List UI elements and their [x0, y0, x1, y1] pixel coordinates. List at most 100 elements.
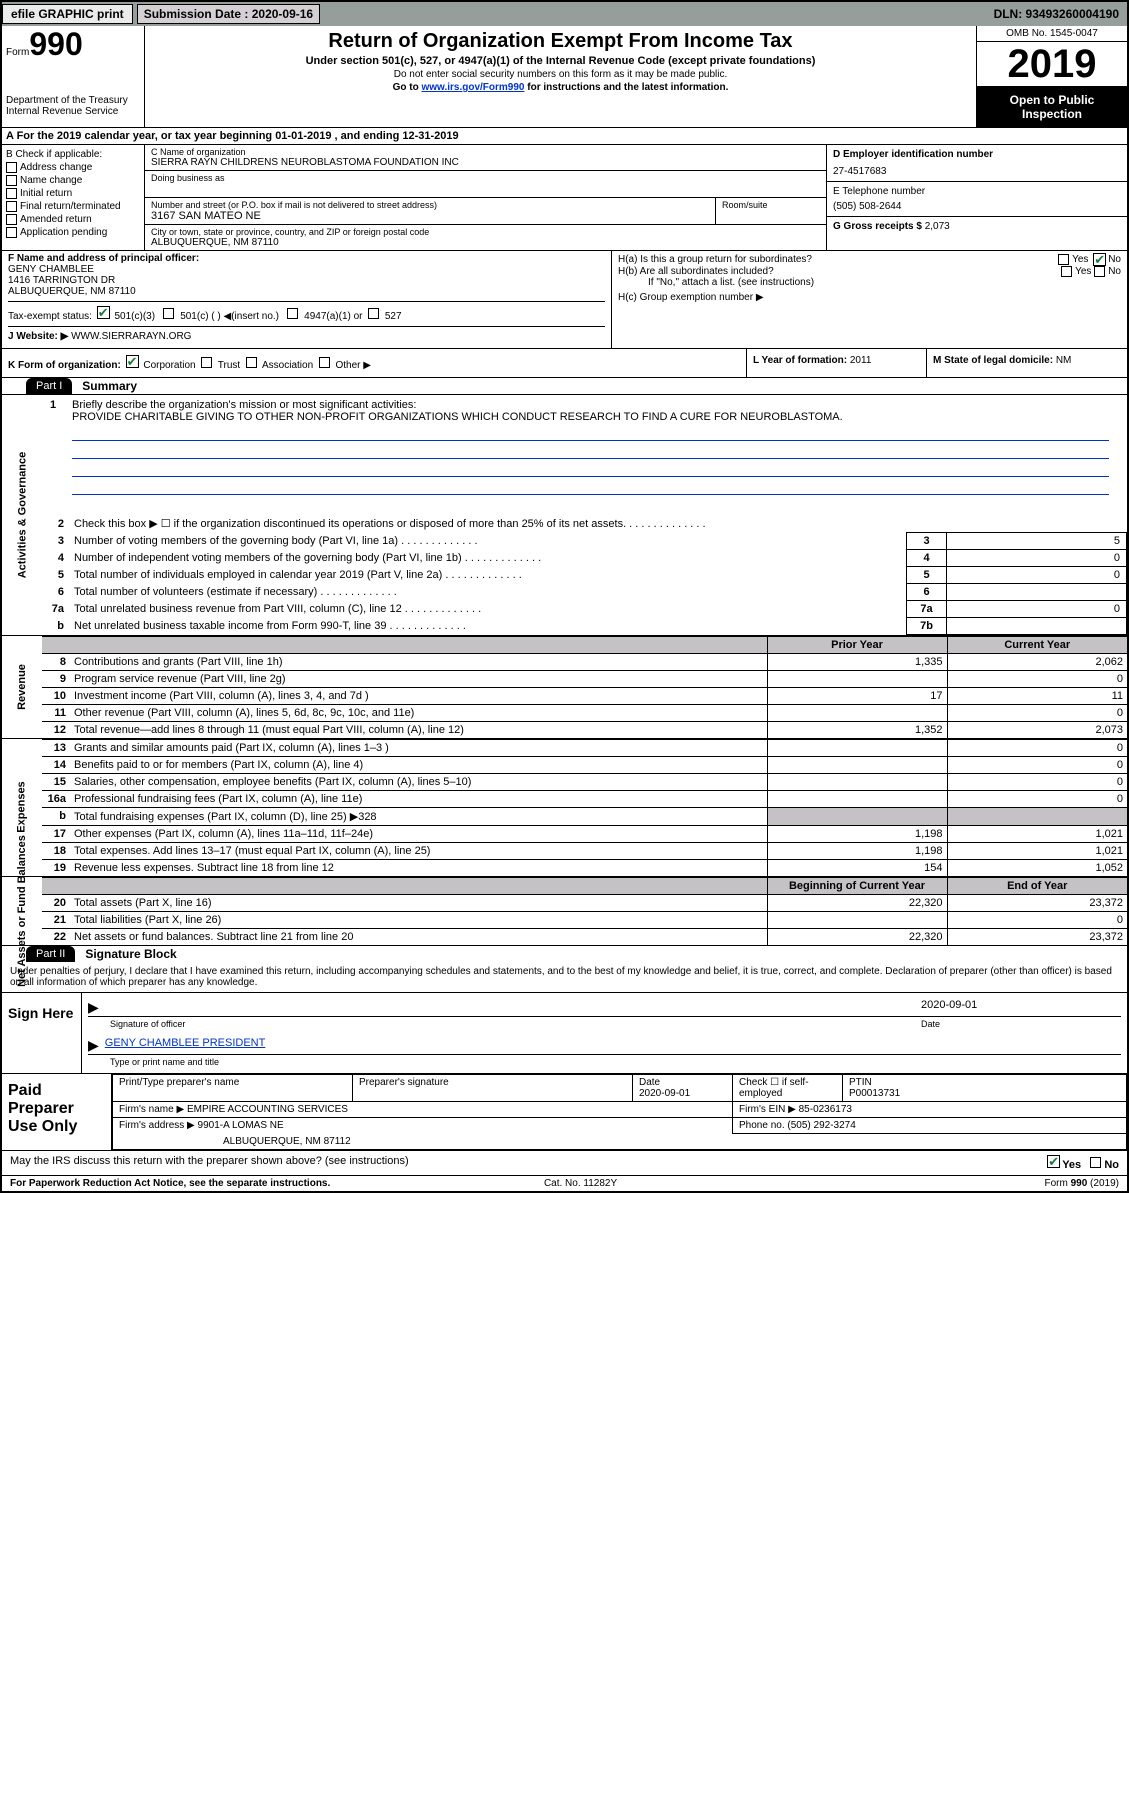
firm-name-lbl: Firm's name ▶	[119, 1104, 184, 1115]
prep-date: 2020-09-01	[639, 1088, 690, 1099]
form-subtitle: Under section 501(c), 527, or 4947(a)(1)…	[153, 55, 968, 67]
chk-501c[interactable]	[163, 308, 174, 319]
chk-4947[interactable]	[287, 308, 298, 319]
chk-lbl: Initial return	[20, 188, 72, 199]
table-row: 19Revenue less expenses. Subtract line 1…	[42, 859, 1127, 876]
ein-value: 27-4517683	[833, 166, 1121, 177]
opt-other: Other ▶	[335, 360, 370, 371]
ha-no[interactable]	[1093, 253, 1106, 266]
table-row: 4Number of independent voting members of…	[42, 549, 1127, 566]
line-1-num: 1	[50, 399, 56, 411]
line-a: A For the 2019 calendar year, or tax yea…	[2, 128, 1127, 145]
box-c: C Name of organization SIERRA RAYN CHILD…	[145, 145, 827, 250]
street-address: 3167 SAN MATEO NE	[151, 210, 709, 222]
part1-tag: Part I	[26, 378, 72, 394]
arrow-icon	[88, 1037, 105, 1054]
room-suite-hdr: Room/suite	[716, 198, 826, 224]
section-net-assets: Net Assets or Fund Balances Beginning of…	[2, 876, 1127, 945]
mission-block: 1 Briefly describe the organization's mi…	[42, 395, 1127, 515]
box-b: B Check if applicable: Address change Na…	[2, 145, 145, 250]
table-row: 17Other expenses (Part IX, column (A), l…	[42, 825, 1127, 842]
dln: DLN: 93493260004190	[994, 7, 1127, 21]
chk-lbl: Address change	[20, 162, 92, 173]
table-row: 11Other revenue (Part VIII, column (A), …	[42, 704, 1127, 721]
hb-note: If "No," attach a list. (see instruction…	[618, 277, 1121, 288]
box-defg: D Employer identification number 27-4517…	[827, 145, 1127, 250]
self-employed-chk[interactable]: Check ☐ if self-employed	[733, 1074, 843, 1101]
chk-trust[interactable]	[201, 357, 212, 368]
box-l: L Year of formation: 2011	[747, 349, 927, 377]
chk-lbl: Amended return	[20, 214, 92, 225]
chk-pending[interactable]: Application pending	[6, 227, 140, 238]
box-k: K Form of organization: Corporation Trus…	[2, 349, 747, 377]
footer: For Paperwork Reduction Act Notice, see …	[2, 1175, 1127, 1191]
declaration-text: Under penalties of perjury, I declare th…	[2, 962, 1127, 993]
form-word: Form	[6, 47, 29, 58]
chk-lbl: Application pending	[20, 227, 107, 238]
chk-501c3[interactable]	[97, 306, 110, 319]
part2-title: Signature Block	[75, 947, 176, 961]
paid-preparer-row: Paid Preparer Use Only Print/Type prepar…	[2, 1073, 1127, 1150]
section-activities: Activities & Governance 1 Briefly descri…	[2, 394, 1127, 635]
firm-addr-lbl: Firm's address ▶	[119, 1120, 195, 1131]
form-title: Return of Organization Exempt From Incom…	[153, 30, 968, 53]
website-value: WWW.SIERRARAYN.ORG	[71, 331, 191, 342]
discuss-no[interactable]	[1090, 1157, 1101, 1168]
box-h: H(a) Is this a group return for subordin…	[612, 251, 1127, 348]
preparer-table: Print/Type preparer's name Preparer's si…	[112, 1074, 1127, 1150]
firm-ein: 85-0236173	[799, 1104, 852, 1115]
chk-corp[interactable]	[126, 355, 139, 368]
cat-no: Cat. No. 11282Y	[544, 1178, 617, 1189]
sign-date: 2020-09-01	[921, 999, 1121, 1016]
efile-button[interactable]: efile GRAPHIC print	[2, 4, 133, 24]
expenses-table: 13Grants and similar amounts paid (Part …	[42, 739, 1127, 876]
table-row: 8Contributions and grants (Part VIII, li…	[42, 653, 1127, 670]
domicile-lbl: M State of legal domicile:	[933, 355, 1056, 366]
chk-527[interactable]	[368, 308, 379, 319]
block-fh: F Name and address of principal officer:…	[2, 251, 1127, 349]
opt-501c3: 501(c)(3)	[114, 311, 155, 322]
table-row: 21Total liabilities (Part X, line 26)0	[42, 911, 1127, 928]
side-net: Net Assets or Fund Balances	[2, 877, 42, 945]
prep-sig-hdr: Preparer's signature	[359, 1077, 626, 1088]
discuss-yes[interactable]	[1047, 1155, 1060, 1168]
no-lbl: No	[1104, 1159, 1119, 1171]
table-row: Beginning of Current YearEnd of Year	[42, 877, 1127, 894]
chk-final[interactable]: Final return/terminated	[6, 201, 140, 212]
city-state-zip: ALBUQUERQUE, NM 87110	[151, 237, 820, 248]
paid-preparer-label: Paid Preparer Use Only	[2, 1074, 112, 1150]
officer-addr1: 1416 TARRINGTON DR	[8, 275, 115, 286]
irs-link[interactable]: www.irs.gov/Form990	[421, 82, 524, 93]
table-row: Prior YearCurrent Year	[42, 636, 1127, 653]
firm-phone: (505) 292-3274	[787, 1120, 855, 1131]
part1-header: Part I Summary	[2, 378, 1127, 394]
line-a-text: A For the 2019 calendar year, or tax yea…	[6, 130, 459, 142]
sign-right: 2020-09-01 Signature of officer Date GEN…	[82, 993, 1127, 1073]
ein-hdr: D Employer identification number	[833, 149, 1121, 160]
chk-initial[interactable]: Initial return	[6, 188, 140, 199]
opt-corp: Corporation	[143, 360, 195, 371]
firm-addr1: 9901-A LOMAS NE	[198, 1120, 284, 1131]
chk-assoc[interactable]	[246, 357, 257, 368]
chk-amended[interactable]: Amended return	[6, 214, 140, 225]
table-row: 18Total expenses. Add lines 13–17 (must …	[42, 842, 1127, 859]
opt-501c: 501(c) ( ) ◀(insert no.)	[180, 311, 279, 322]
block-bcdefg: B Check if applicable: Address change Na…	[2, 145, 1127, 251]
activities-table: 2Check this box ▶ ☐ if the organization …	[42, 515, 1127, 635]
header-row: Form990 Department of the Treasury Inter…	[2, 26, 1127, 128]
hb-yes[interactable]	[1061, 266, 1072, 277]
yes-lbl: Yes	[1072, 254, 1088, 265]
table-row: 15Salaries, other compensation, employee…	[42, 773, 1127, 790]
ha-yes[interactable]	[1058, 254, 1069, 265]
section-expenses: Expenses 13Grants and similar amounts pa…	[2, 738, 1127, 876]
dba-hdr: Doing business as	[151, 173, 820, 183]
chk-other[interactable]	[319, 357, 330, 368]
chk-name-change[interactable]: Name change	[6, 175, 140, 186]
box-b-label: B Check if applicable:	[6, 149, 140, 160]
form-org-label: K Form of organization:	[8, 360, 121, 371]
chk-address-change[interactable]: Address change	[6, 162, 140, 173]
tax-status-label: Tax-exempt status:	[8, 311, 92, 322]
table-row: 7aTotal unrelated business revenue from …	[42, 600, 1127, 617]
discuss-question: May the IRS discuss this return with the…	[10, 1155, 409, 1171]
officer-printed-name: GENY CHAMBLEE PRESIDENT	[105, 1037, 266, 1054]
